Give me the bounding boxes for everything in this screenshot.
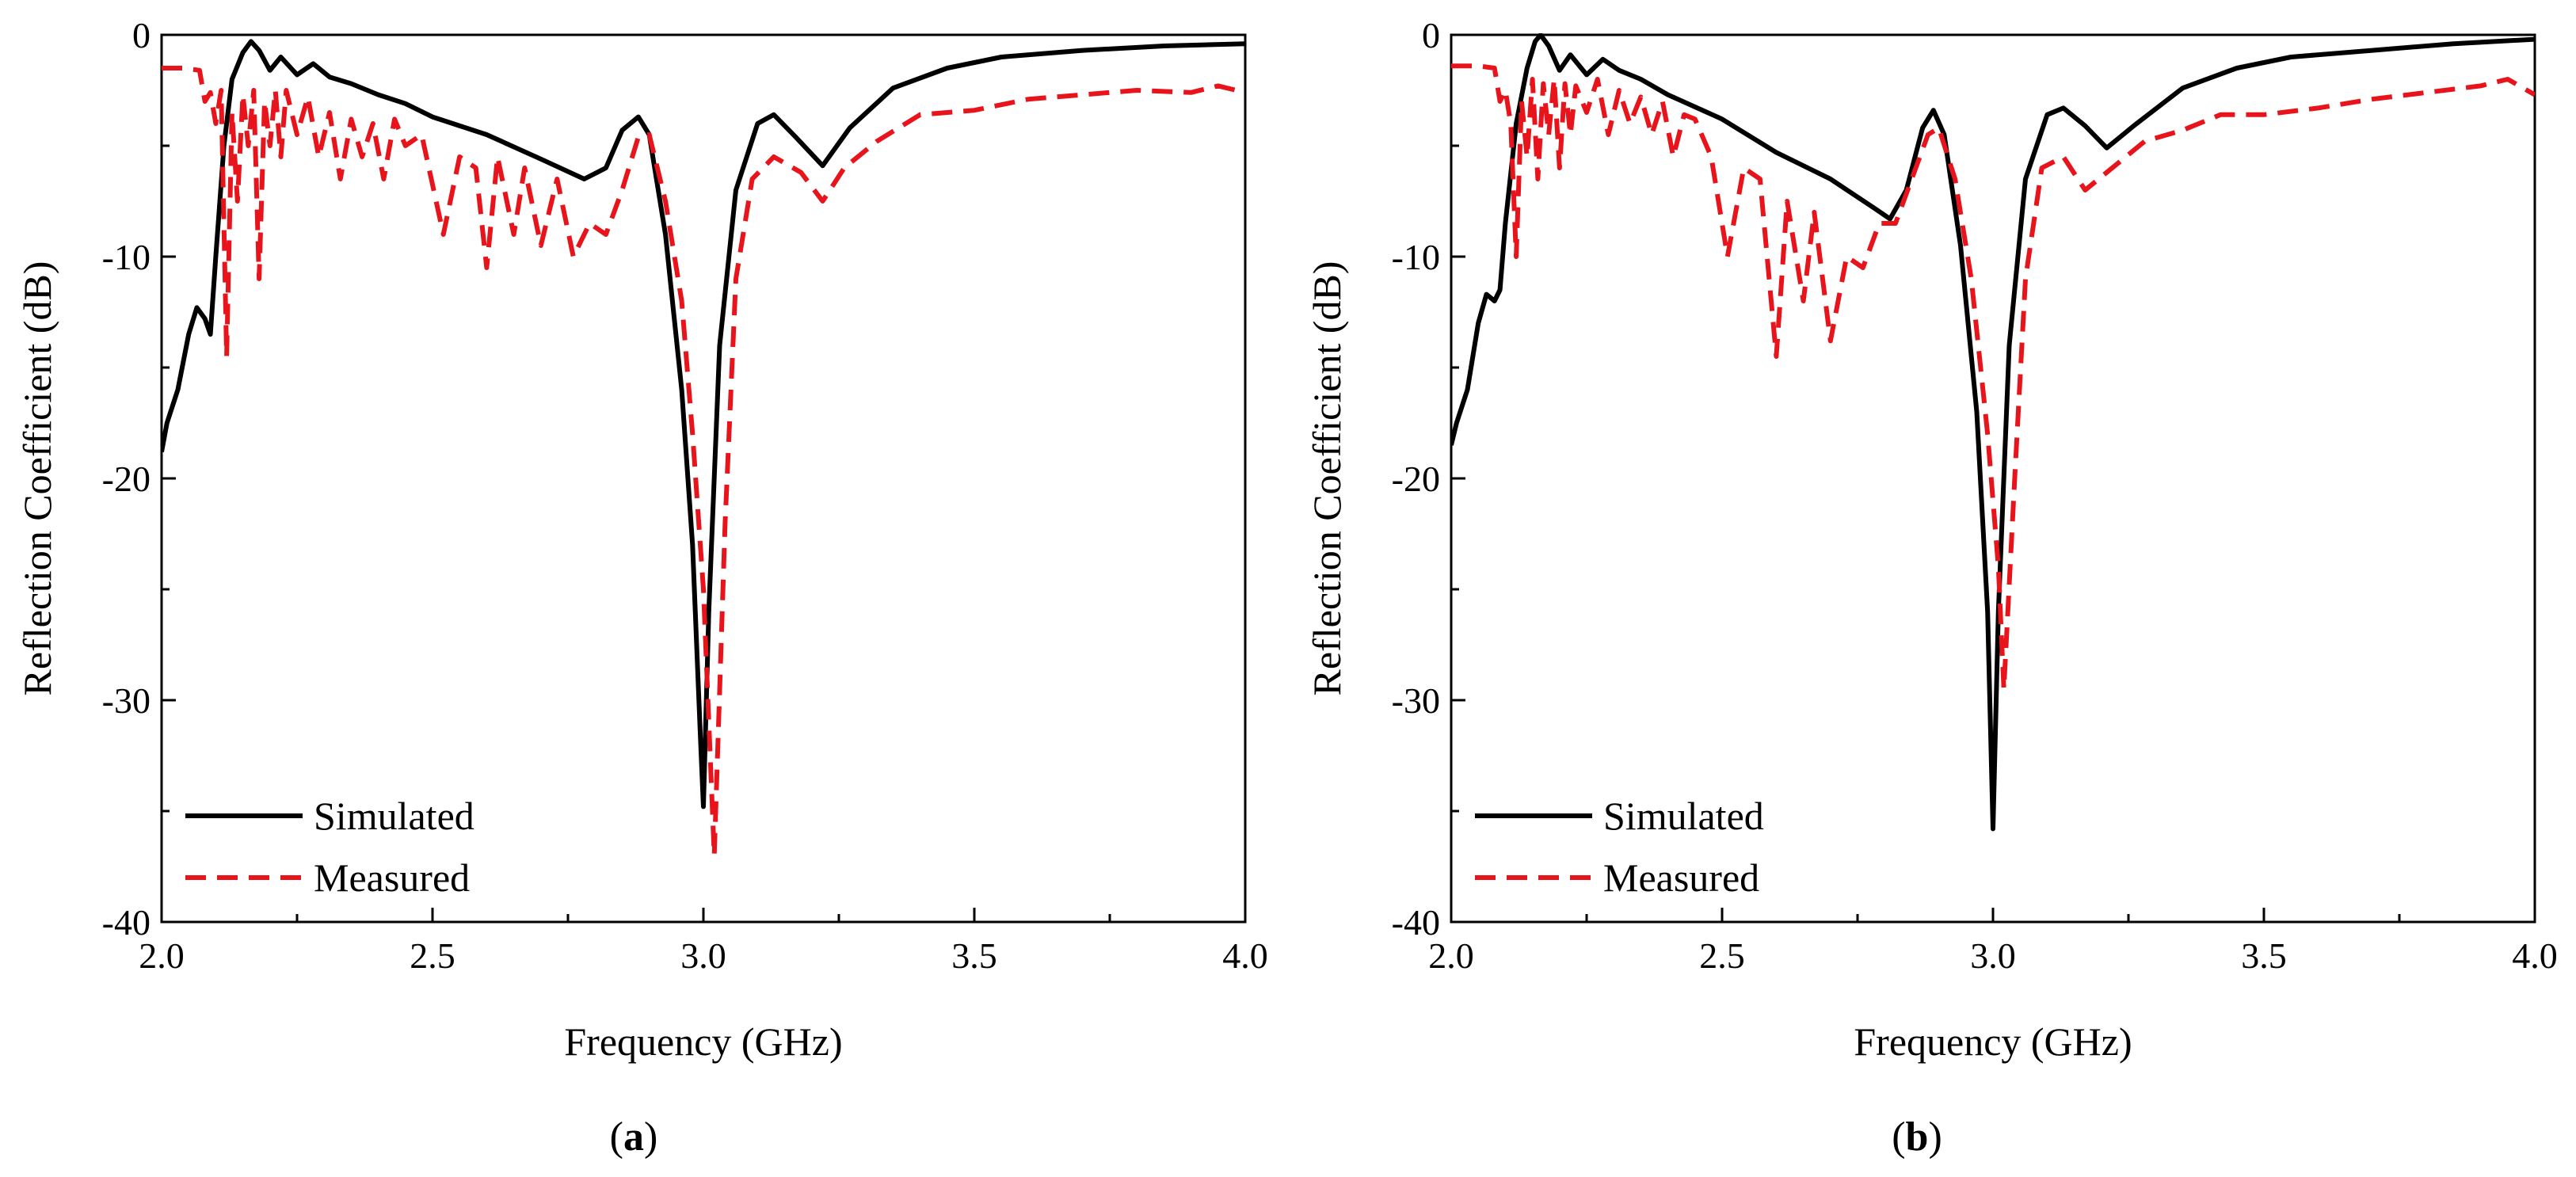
y-tick-label: -40 [102,902,151,943]
x-tick-label: 2.0 [1428,935,1474,976]
y-tick-label: -20 [102,459,151,499]
legend-label-measured: Measured [314,855,470,900]
series-line-measured [162,66,1245,858]
x-tick-label: 2.5 [410,935,455,976]
x-tick-label: 4.0 [1222,935,1268,976]
panel-letter: b [1906,1114,1929,1160]
y-tick-label: 0 [132,15,151,55]
y-axis-label: Reflection Coefficient (dB) [1305,261,1349,696]
chart-panel-a: 0 -10 -20 -30 -402.0 2.5 3.0 3.5 4.0 Frequency (G… [15,15,1268,1160]
series-line-measured [1451,63,2535,691]
y-tick-label: -10 [1392,237,1440,277]
x-tick-label: 3.5 [2241,935,2287,976]
series-line-simulated [162,39,1245,809]
panel-label-b: (b) [1892,1114,1942,1160]
legend-label-simulated: Simulated [1603,794,1764,838]
x-tick-label: 2.5 [1699,935,1745,976]
y-tick-label: -30 [1392,680,1440,721]
x-tick-label: 2.0 [139,935,185,976]
y-axis-label: Reflection Coefficient (dB) [15,261,59,696]
y-tick-label: 0 [1422,15,1440,55]
y-tick-label: -20 [1392,459,1440,499]
x-axis-label: Frequency (GHz) [564,1019,842,1064]
y-tick-label: -40 [1392,902,1440,943]
y-tick-label: -10 [102,237,151,277]
legend-label-measured: Measured [1603,855,1759,900]
x-axis-label: Frequency (GHz) [1854,1019,2132,1064]
x-tick-label: 4.0 [2512,935,2558,976]
chart-panel-b: 0 -10 -20 -30 -402.0 2.5 3.0 3.5 4.0 Frequency (G… [1305,15,2558,1160]
x-tick-label: 3.0 [680,935,726,976]
x-tick-label: 3.5 [951,935,997,976]
series-line-simulated [1451,33,2535,832]
panel-letter: a [623,1114,644,1160]
y-tick-label: -30 [102,680,151,721]
x-tick-label: 3.0 [1970,935,2016,976]
panel-label-a: (a) [610,1114,658,1160]
legend-label-simulated: Simulated [314,794,474,838]
